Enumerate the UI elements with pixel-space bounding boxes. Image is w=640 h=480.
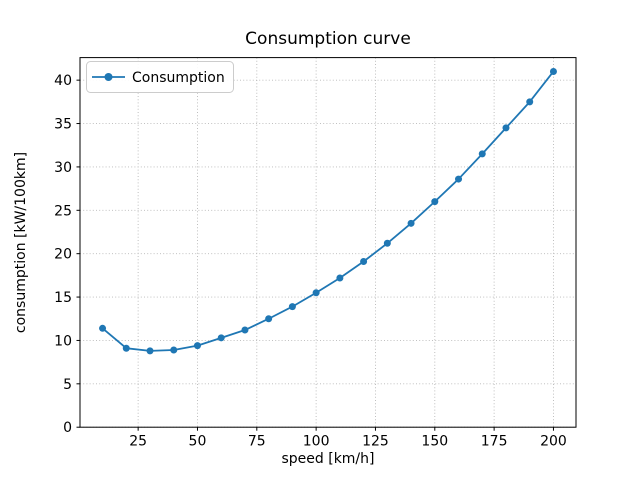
data-point-marker	[383, 239, 391, 247]
data-point-marker	[336, 274, 344, 282]
legend-label: Consumption	[132, 70, 225, 86]
data-point-marker	[360, 257, 368, 265]
data-point-marker	[241, 326, 249, 334]
data-point-marker	[193, 342, 201, 350]
data-point-marker	[312, 289, 320, 297]
data-point-marker	[170, 346, 178, 354]
data-point-marker	[99, 324, 107, 332]
data-point-marker	[455, 175, 463, 183]
data-point-marker	[265, 315, 273, 323]
plot-area: 25 50 75 100 125 150 175 200 0 5 10 15 20 25 30 35 40	[54, 57, 577, 450]
x-tick-label: 200	[540, 434, 567, 450]
x-tick-label: 25	[129, 434, 147, 450]
axes-spines	[79, 57, 577, 428]
data-point-marker	[526, 98, 534, 106]
data-point-marker	[288, 303, 296, 311]
y-axis-label: consumption [kW/100km]	[13, 152, 29, 333]
y-tick-label: 35	[54, 117, 72, 133]
data-point-marker	[122, 344, 130, 352]
legend: Consumption	[86, 61, 234, 93]
x-axis-label: speed [km/h]	[281, 451, 374, 467]
x-tick-label: 175	[481, 434, 508, 450]
x-tick-label: 150	[421, 434, 448, 450]
data-point-marker	[549, 67, 557, 75]
consumption-line	[101, 70, 555, 352]
y-tick-label: 15	[54, 290, 72, 306]
data-point-marker	[217, 334, 225, 342]
x-tick-label: 50	[189, 434, 207, 450]
y-tick-label: 25	[54, 203, 72, 219]
y-tick-label: 0	[63, 420, 72, 436]
data-point-marker	[502, 124, 510, 132]
data-point-marker	[478, 150, 486, 158]
x-tick-label: 100	[303, 434, 330, 450]
y-tick-label: 5	[63, 377, 72, 393]
legend-box	[86, 61, 234, 93]
y-tick-label: 30	[54, 160, 72, 176]
legend-marker-icon	[104, 73, 113, 81]
x-tick-label: 125	[362, 434, 389, 450]
y-tick-label: 40	[54, 73, 72, 89]
data-point-marker	[431, 198, 439, 206]
data-point-marker	[146, 347, 154, 355]
data-point-marker	[407, 219, 415, 227]
y-tick-label: 10	[54, 333, 72, 349]
y-tick-label: 20	[54, 247, 72, 263]
chart-title: Consumption curve	[245, 29, 411, 49]
x-tick-label: 75	[248, 434, 266, 450]
